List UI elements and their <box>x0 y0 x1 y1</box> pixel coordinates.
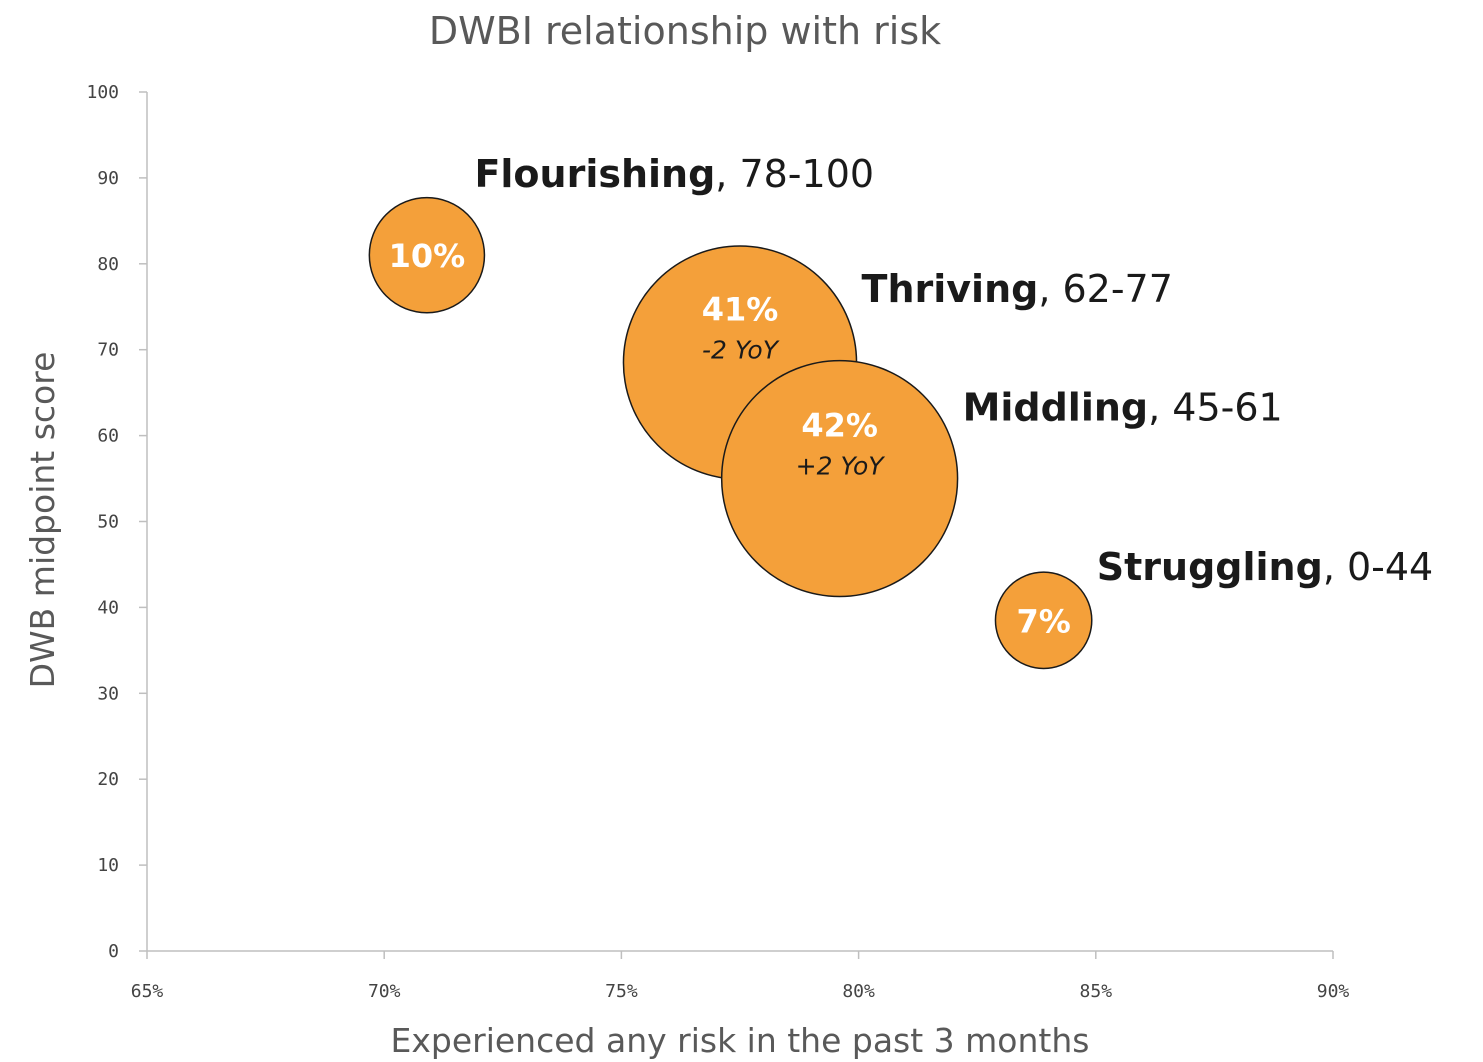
category-name: Struggling <box>1097 545 1323 589</box>
chart-title: DWBI relationship with risk <box>429 9 941 53</box>
bubble-middling <box>720 359 959 598</box>
y-tick-label: 20 <box>97 769 119 790</box>
category-range: , 62-77 <box>1038 267 1173 311</box>
bubble-category-label: Middling, 45-61 <box>963 386 1283 430</box>
category-range: , 0-44 <box>1323 545 1433 589</box>
y-tick-label: 80 <box>97 254 119 275</box>
x-tick-label: 75% <box>605 981 638 1002</box>
bubble-category-label: Struggling, 0-44 <box>1097 545 1433 589</box>
category-name: Flourishing <box>474 152 715 196</box>
y-tick-label: 50 <box>97 512 119 533</box>
bubble-percent-label: 42% <box>801 407 878 445</box>
y-tick-label: 40 <box>97 597 119 618</box>
y-tick-label: 70 <box>97 340 119 361</box>
x-tick-label: 85% <box>1080 981 1113 1002</box>
category-range: , 45-61 <box>1148 386 1283 430</box>
y-tick-label: 90 <box>97 168 119 189</box>
y-tick-label: 0 <box>108 941 119 962</box>
bubble-flourishing <box>368 196 486 314</box>
bubble-percent-label: 7% <box>1016 602 1070 640</box>
bubble-yoy-label: +2 YoY <box>796 452 886 481</box>
bubble-percent-label: 10% <box>389 237 466 275</box>
x-tick-label: 65% <box>131 981 164 1002</box>
bubble-percent-label: 41% <box>702 291 779 329</box>
axes: 0 10 20 30 40 50 60 70 80 90 100 65% 70% 75% 80% 85% 90% <box>86 82 1349 1002</box>
x-tick-label: 90% <box>1317 981 1350 1002</box>
bubble-category-label: Thriving, 62-77 <box>862 267 1173 311</box>
bubble-category-label: Flourishing, 78-100 <box>474 152 874 196</box>
category-range: , 78-100 <box>715 152 874 196</box>
x-axis-title: Experienced any risk in the past 3 month… <box>391 1021 1090 1060</box>
category-name: Thriving <box>862 267 1039 311</box>
y-axis-title: DWB midpoint score <box>23 352 62 689</box>
y-tick-label: 10 <box>97 855 119 876</box>
x-tick-label: 80% <box>842 981 875 1002</box>
y-tick-label: 30 <box>97 683 119 704</box>
y-tick-label: 60 <box>97 426 119 447</box>
bubble-struggling <box>994 571 1093 670</box>
bubble-labels: 10% Flourishing, 78-100 41% -2 YoY Thriving,… <box>389 152 1434 640</box>
bubbles <box>368 196 1093 670</box>
y-tick-label: 100 <box>86 82 119 103</box>
x-tick-label: 70% <box>368 981 401 1002</box>
bubble-yoy-label: -2 YoY <box>702 336 780 365</box>
category-name: Middling <box>963 386 1149 430</box>
